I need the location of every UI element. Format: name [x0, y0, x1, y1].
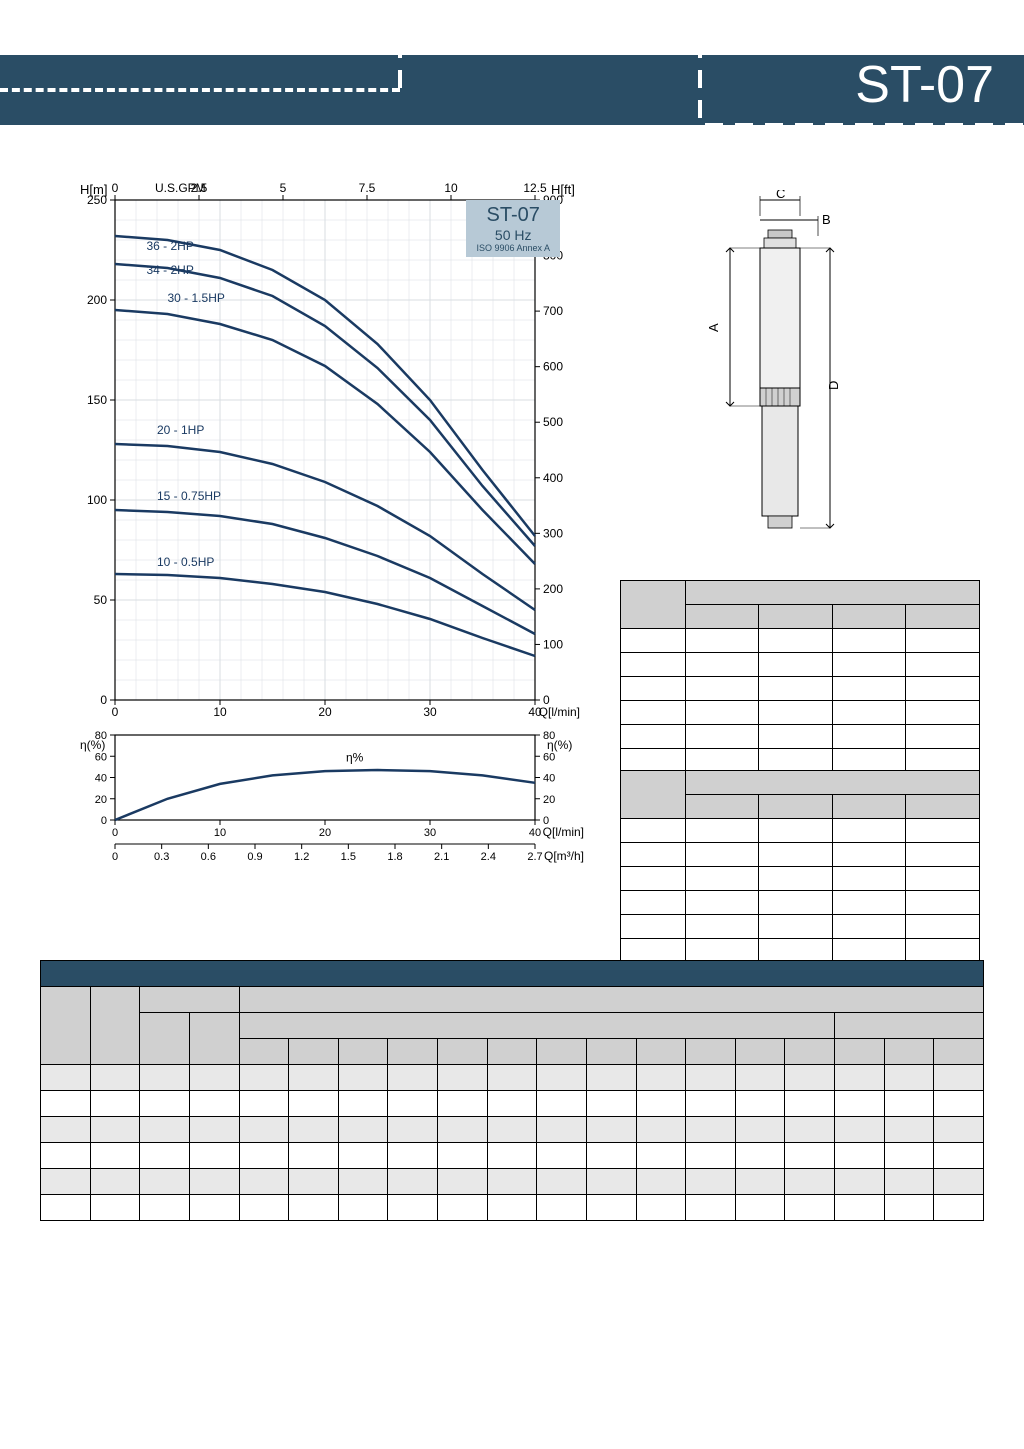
- svg-text:Q[m³/h]: Q[m³/h]: [544, 849, 584, 863]
- pump-drawing-svg: C B A D: [690, 190, 870, 550]
- svg-text:700: 700: [543, 304, 563, 318]
- svg-text:40: 40: [543, 773, 555, 785]
- svg-text:40: 40: [529, 827, 541, 839]
- svg-text:200: 200: [543, 582, 563, 596]
- svg-text:0: 0: [112, 705, 119, 719]
- badge-std: ISO 9906 Annex A: [476, 243, 550, 253]
- svg-text:H[ft]: H[ft]: [551, 182, 575, 197]
- svg-text:20: 20: [319, 827, 331, 839]
- wide-table: [40, 960, 984, 1221]
- page-header: ST-07: [0, 0, 1024, 140]
- page-title: ST-07: [855, 55, 994, 115]
- svg-text:2.1: 2.1: [434, 851, 449, 863]
- svg-text:20 - 1HP: 20 - 1HP: [157, 423, 204, 437]
- svg-text:30: 30: [423, 705, 437, 719]
- svg-text:0: 0: [112, 851, 118, 863]
- svg-text:0: 0: [101, 815, 107, 827]
- svg-text:5: 5: [280, 181, 287, 195]
- performance-table: [40, 960, 984, 1221]
- svg-text:0.3: 0.3: [154, 851, 169, 863]
- svg-text:100: 100: [543, 637, 563, 651]
- svg-text:30: 30: [424, 827, 436, 839]
- svg-text:20: 20: [543, 794, 555, 806]
- svg-text:η%: η%: [346, 751, 364, 765]
- svg-text:Q[l/min]: Q[l/min]: [543, 825, 584, 839]
- svg-text:60: 60: [95, 751, 107, 763]
- svg-text:10: 10: [214, 827, 226, 839]
- svg-text:34 - 2HP: 34 - 2HP: [147, 263, 194, 277]
- svg-text:15 - 0.75HP: 15 - 0.75HP: [157, 489, 221, 503]
- svg-text:1.2: 1.2: [294, 851, 309, 863]
- svg-text:100: 100: [87, 493, 107, 507]
- chart-badge: ST-07 50 Hz ISO 9906 Annex A: [466, 200, 560, 257]
- svg-text:50: 50: [94, 593, 108, 607]
- svg-text:36 - 2HP: 36 - 2HP: [147, 239, 194, 253]
- svg-text:0: 0: [112, 181, 119, 195]
- badge-freq: 50 Hz: [476, 227, 550, 243]
- dim-b-label: B: [822, 212, 831, 227]
- badge-model: ST-07: [476, 204, 550, 227]
- svg-text:500: 500: [543, 415, 563, 429]
- table-2: [620, 770, 980, 963]
- performance-chart-group: 050100150200250H[m]010020030040050060070…: [50, 180, 590, 840]
- svg-text:40: 40: [95, 773, 107, 785]
- svg-text:20: 20: [318, 705, 332, 719]
- hq-chart-svg: 050100150200250H[m]010020030040050060070…: [80, 180, 590, 720]
- svg-text:1.5: 1.5: [341, 851, 356, 863]
- svg-text:10: 10: [444, 181, 458, 195]
- svg-text:0: 0: [100, 693, 107, 707]
- svg-text:U.S.GPM: U.S.GPM: [155, 181, 206, 195]
- svg-text:7.5: 7.5: [359, 181, 376, 195]
- svg-text:150: 150: [87, 393, 107, 407]
- dimensions-table-1: [620, 580, 980, 773]
- svg-text:η(%): η(%): [547, 738, 572, 752]
- eff-chart-svg: 020406080η(%)020406080η(%)010203040Q[l/m…: [80, 730, 590, 900]
- svg-text:0.6: 0.6: [201, 851, 216, 863]
- dim-a-label: A: [706, 323, 721, 332]
- svg-text:η(%): η(%): [80, 738, 105, 752]
- efficiency-chart: 020406080η(%)020406080η(%)010203040Q[l/m…: [80, 730, 590, 840]
- dim-c-label: C: [776, 190, 785, 201]
- hq-chart: 050100150200250H[m]010020030040050060070…: [80, 180, 590, 720]
- svg-text:0: 0: [112, 827, 118, 839]
- svg-text:0.9: 0.9: [247, 851, 262, 863]
- svg-text:400: 400: [543, 471, 563, 485]
- svg-text:1.8: 1.8: [387, 851, 402, 863]
- svg-text:10: 10: [213, 705, 227, 719]
- svg-text:12.5: 12.5: [523, 181, 547, 195]
- dim-d-label: D: [826, 381, 841, 390]
- svg-text:60: 60: [543, 751, 555, 763]
- dimensions-table-2: [620, 770, 980, 963]
- pump-drawing: C B A D: [690, 190, 870, 550]
- svg-text:20: 20: [95, 794, 107, 806]
- svg-text:2.4: 2.4: [481, 851, 496, 863]
- svg-text:Q[l/min]: Q[l/min]: [539, 705, 580, 719]
- svg-text:H[m]: H[m]: [80, 182, 107, 197]
- table-1: [620, 580, 980, 773]
- svg-text:600: 600: [543, 360, 563, 374]
- svg-text:10 - 0.5HP: 10 - 0.5HP: [157, 555, 214, 569]
- svg-text:30 - 1.5HP: 30 - 1.5HP: [168, 291, 225, 305]
- svg-text:300: 300: [543, 526, 563, 540]
- svg-text:2.7: 2.7: [527, 851, 542, 863]
- svg-text:200: 200: [87, 293, 107, 307]
